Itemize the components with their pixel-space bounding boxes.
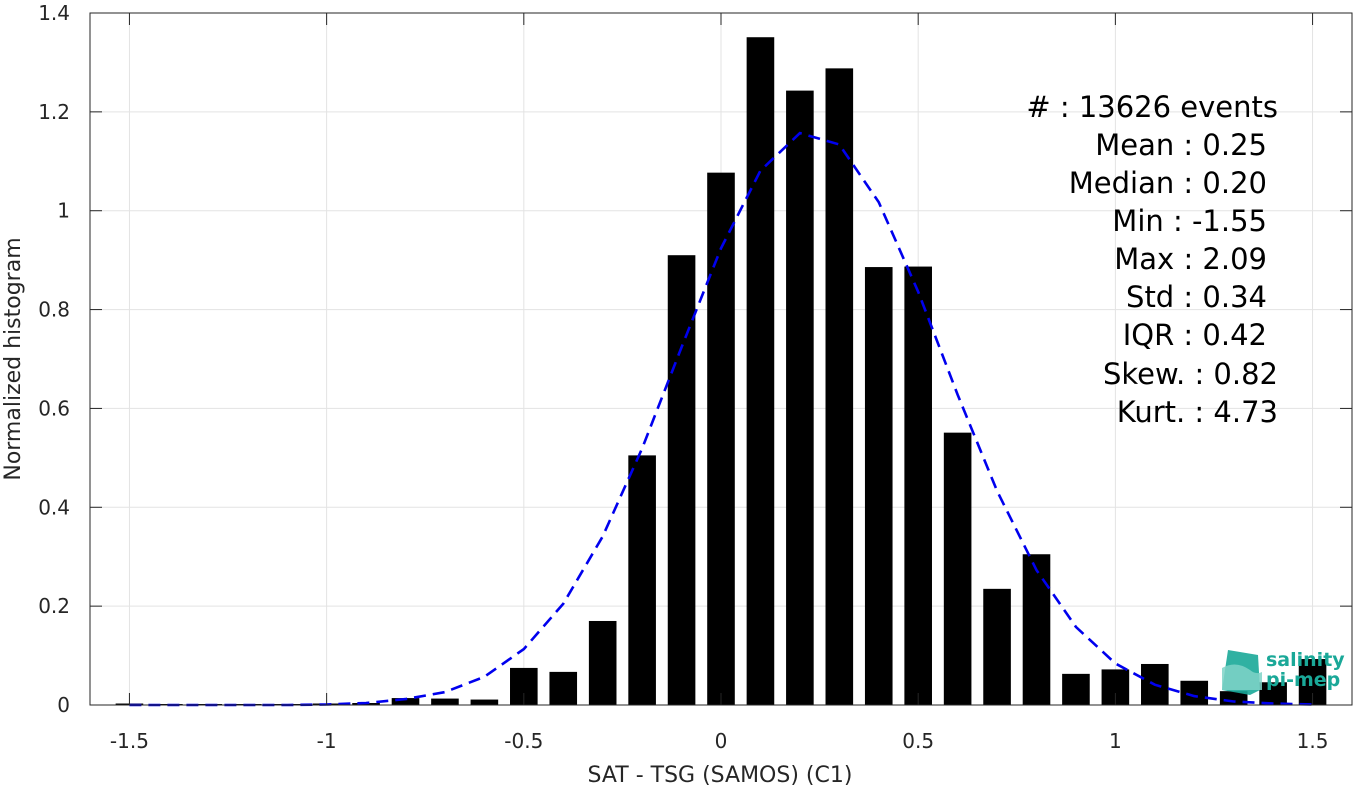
histogram-bar (943, 432, 972, 705)
stat-min: Min : -1.55 (1112, 204, 1267, 238)
stat-std: Std : 0.34 (1126, 280, 1267, 314)
histogram-bar (391, 698, 420, 705)
logo-text-line1: salinity (1266, 649, 1345, 671)
y-tick-label: 1.2 (38, 100, 70, 124)
histogram-bar (628, 455, 656, 705)
x-tick-label: -0.5 (504, 729, 543, 753)
histogram-bar (983, 588, 1011, 705)
stat-skew: Skew. : 0.82 (1103, 357, 1278, 391)
histogram-bar (864, 267, 893, 705)
histogram-bar (904, 266, 932, 705)
y-tick-label: 1 (57, 199, 70, 223)
histogram-bar (707, 172, 735, 705)
histogram-bar (786, 90, 814, 706)
histogram-bar (746, 37, 775, 706)
stat-iqr: IQR : 0.42 (1123, 318, 1267, 352)
x-tick-label: 0 (715, 729, 728, 753)
y-tick-label: 0.6 (38, 396, 70, 420)
x-axis-label: SAT - TSG (SAMOS) (C1) (588, 763, 853, 785)
logo-wave-icon (1222, 664, 1262, 690)
histogram-bar (825, 68, 854, 706)
x-tick-label: -1.5 (110, 729, 149, 753)
y-tick-label: 0.8 (38, 298, 70, 322)
x-tick-label: 0.5 (902, 729, 934, 753)
x-tick-label: 1 (1109, 729, 1122, 753)
histogram-bar (431, 698, 459, 705)
x-tick-label: 1.5 (1297, 729, 1329, 753)
x-tick-label: -1 (317, 729, 337, 753)
stat-kurt: Kurt. : 4.73 (1117, 395, 1278, 429)
y-axis-label: Normalized histogram (1, 237, 26, 480)
histogram-bar (667, 255, 696, 705)
histogram-bar (1180, 680, 1209, 705)
y-tick-label: 0.2 (38, 594, 70, 618)
stat-events: # : 13626 events (1026, 90, 1278, 124)
logo-text-line2: pi-mep (1266, 669, 1340, 691)
y-tick-label: 0 (57, 693, 70, 717)
histogram-bar (470, 699, 499, 705)
stat-median: Median : 0.20 (1069, 166, 1267, 200)
axes (89, 12, 1353, 706)
stat-max: Max : 2.09 (1114, 242, 1267, 276)
y-tick-label: 0.4 (38, 495, 70, 519)
histogram-bar (1022, 554, 1051, 705)
statistics-annotation: # : 13626 events Mean : 0.25 Median : 0.… (1026, 90, 1278, 429)
y-tick-label: 1.4 (38, 1, 70, 25)
histogram-bar (549, 671, 578, 705)
histogram-bars (115, 37, 1327, 706)
histogram-bar (1062, 673, 1090, 705)
histogram-bar (588, 620, 617, 705)
y-tick-labels: 0 0.2 0.4 0.6 0.8 1 1.2 1.4 (38, 1, 70, 717)
histogram-bar (1259, 682, 1287, 705)
x-tick-labels: -1.5 -1 -0.5 0 0.5 1 1.5 (110, 729, 1329, 753)
salinity-pimep-logo: salinity pi-mep (1222, 649, 1345, 695)
stat-mean: Mean : 0.25 (1095, 128, 1267, 162)
